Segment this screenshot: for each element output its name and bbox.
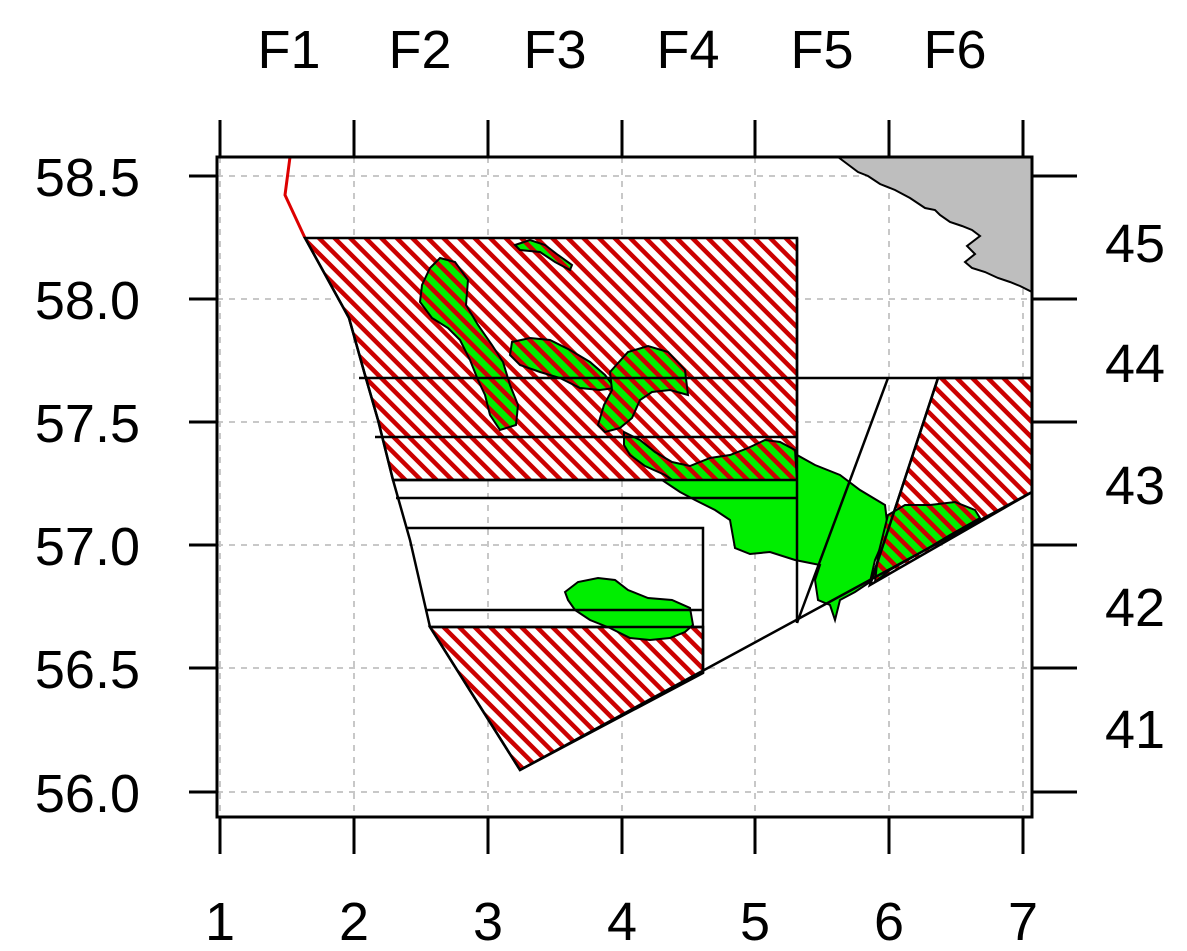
y-tick-label: 58.5	[35, 148, 140, 208]
habitat-patch-1	[418, 256, 520, 432]
ices-cell-outlines	[303, 237, 1032, 772]
right-axis-labels: 45 44 43 42 41	[1105, 214, 1165, 760]
top-rectangle-label: F3	[523, 20, 586, 80]
y-tick-label: 57.5	[35, 394, 140, 454]
y-tick-label: 57.0	[35, 517, 140, 577]
right-rectangle-label: 41	[1105, 700, 1165, 760]
right-rectangle-label: 45	[1105, 214, 1165, 274]
y-axis-labels: 58.5 58.0 57.5 57.0 56.5 56.0	[35, 148, 140, 824]
x-tick-label: 1	[205, 892, 235, 951]
x-tick-label: 3	[473, 892, 503, 951]
right-rectangle-label: 42	[1105, 578, 1165, 638]
closed-area-south	[427, 625, 705, 772]
boundary-line	[283, 157, 307, 239]
right-rectangle-label: 44	[1105, 334, 1165, 394]
x-axis-labels: 1 2 3 4 5 6 7	[205, 892, 1038, 951]
habitat-patch-3	[596, 344, 690, 434]
top-rectangle-label: F6	[923, 20, 986, 80]
top-rectangle-label: F2	[388, 20, 451, 80]
top-rectangle-label: F4	[656, 20, 719, 80]
top-rectangle-label: F5	[790, 20, 853, 80]
habitat-patch-4	[623, 430, 799, 487]
top-rectangle-label: F1	[257, 20, 320, 80]
habitat-patch-6	[513, 238, 574, 272]
right-rectangle-label: 43	[1105, 456, 1165, 516]
y-tick-label: 58.0	[35, 271, 140, 331]
top-axis-labels: F1 F2 F3 F4 F5 F6	[257, 20, 986, 80]
plot-frame	[215, 155, 1034, 819]
x-tick-label: 2	[339, 892, 369, 951]
y-tick-label: 56.5	[35, 640, 140, 700]
x-tick-label: 6	[874, 892, 904, 951]
habitat-main	[658, 453, 890, 624]
x-tick-label: 5	[740, 892, 770, 951]
land-area	[836, 157, 1032, 294]
y-tick-label: 56.0	[35, 764, 140, 824]
x-tick-label: 7	[1008, 892, 1038, 951]
x-tick-label: 4	[607, 892, 637, 951]
axis-ticks	[189, 120, 1077, 854]
